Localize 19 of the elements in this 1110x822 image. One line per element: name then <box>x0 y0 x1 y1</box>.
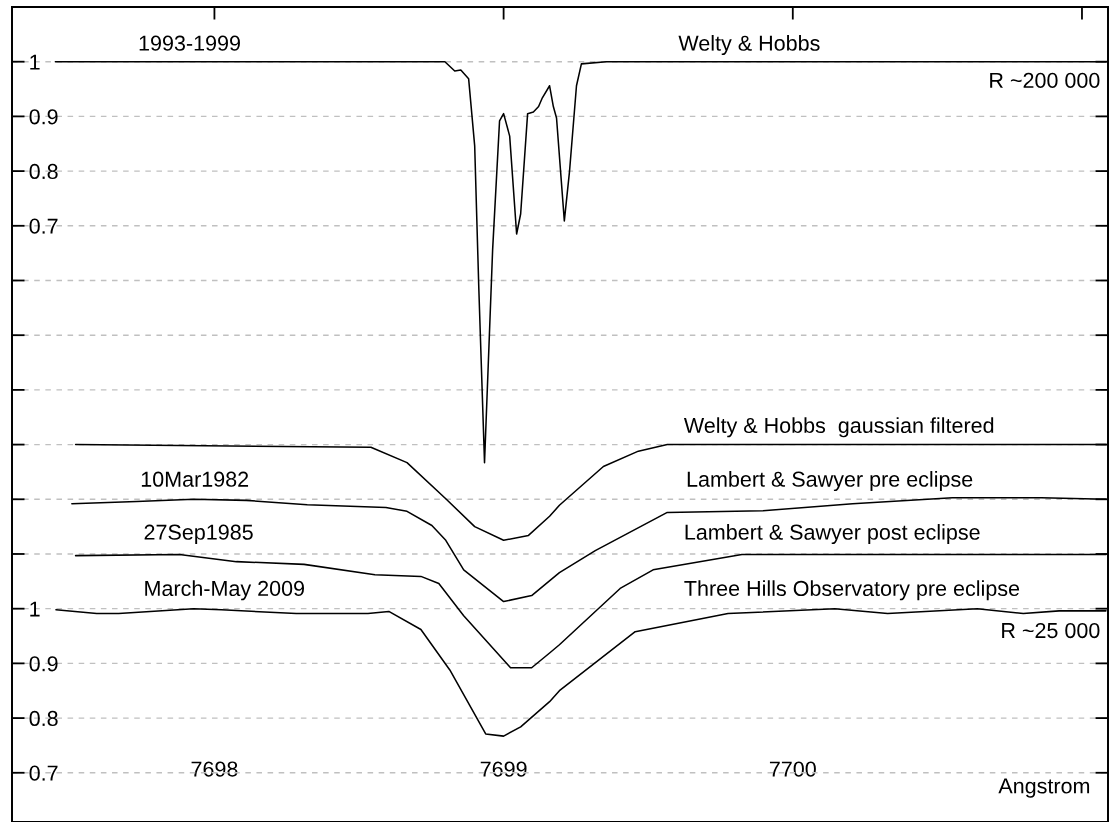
annotation: 27Sep1985 <box>144 524 253 545</box>
y-tick-label: 0.8 <box>29 710 58 727</box>
annotation: 10Mar1982 <box>141 471 249 487</box>
annotation: 1993-1999 <box>139 35 240 51</box>
y-tick-label: 0.9 <box>29 656 58 672</box>
x-tick-label: 7698 <box>191 761 238 777</box>
annotation: R ~25 000 <box>1002 622 1100 639</box>
annotation: R ~200 000 <box>990 72 1100 89</box>
x-tick-label: 7700 <box>769 761 816 777</box>
y-tick-label: 1 <box>30 601 40 617</box>
annotation: Welty & Hobbs <box>678 35 820 56</box>
annotation: Lambert & Sawyer pre eclipse <box>687 471 973 492</box>
annotation: Lambert & Sawyer post eclipse <box>685 524 980 545</box>
x-tick-label: 7699 <box>480 761 527 777</box>
y-tick-label: 0.7 <box>29 765 58 781</box>
annotation: Welty & Hobbs gaussian filtered <box>683 417 994 438</box>
annotation: Three Hills Observatory pre eclipse <box>684 580 1020 601</box>
x-axis-title: Angstrom <box>998 778 1090 798</box>
annotation: March-May 2009 <box>145 580 305 601</box>
